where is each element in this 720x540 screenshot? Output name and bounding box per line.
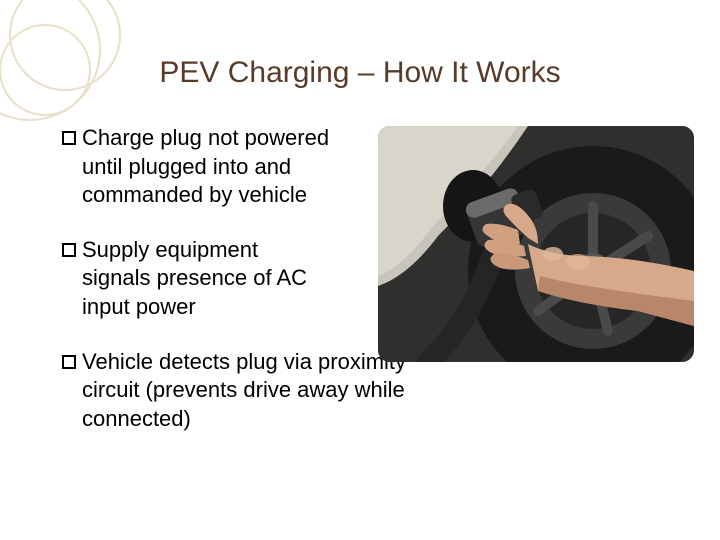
bullet-text: Supply equipment signals presence of AC … bbox=[82, 236, 322, 322]
slide-title: PEV Charging – How It Works bbox=[0, 56, 720, 90]
bullet-marker-icon bbox=[62, 355, 76, 369]
bullet-text: Vehicle detects plug via proximity circu… bbox=[82, 348, 412, 434]
bullet-text: Charge plug not powered until plugged in… bbox=[82, 124, 362, 210]
ev-charging-photo bbox=[378, 126, 694, 362]
bullet-marker-icon bbox=[62, 243, 76, 257]
bullet-marker-icon bbox=[62, 131, 76, 145]
